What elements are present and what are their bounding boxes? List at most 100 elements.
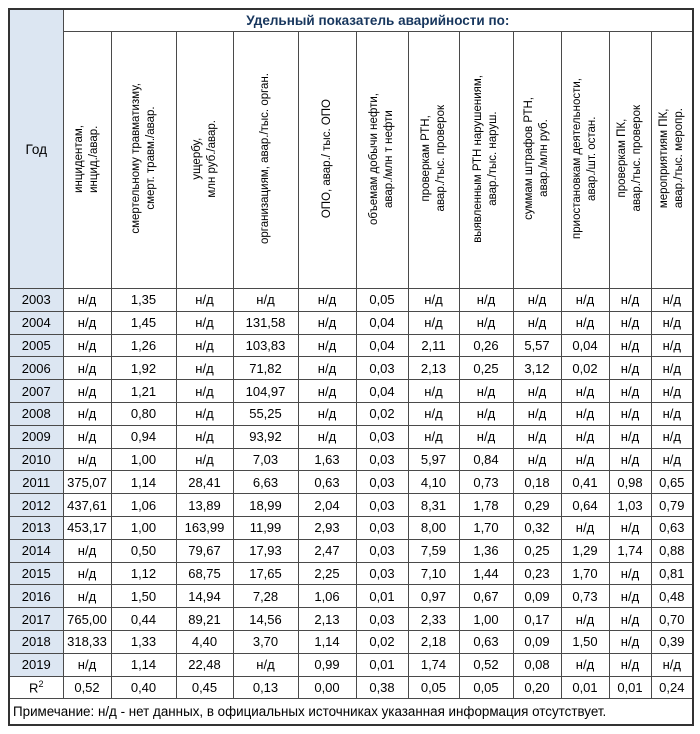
value-cell: н/д: [608, 401, 652, 426]
value-cell: 1,44: [458, 561, 514, 586]
value-cell: 0,64: [560, 493, 610, 517]
value-cell: н/д: [458, 379, 514, 403]
value-cell: 0,02: [560, 356, 610, 381]
value-cell: н/д: [458, 288, 514, 312]
value-cell: н/д: [175, 424, 234, 449]
table-row: 2014 н/д 0,50 79,67 17,93 2,47 0,03 7,59 1,36 0,2…: [8, 538, 694, 563]
value-cell: н/д: [560, 515, 610, 540]
value-cell: н/д: [608, 515, 652, 540]
table-row: 2012 437,61 1,06 13,89 18,99 2,04 0,03 8,31 1,78…: [8, 493, 694, 517]
value-cell: 2,04: [297, 493, 357, 517]
value-cell: 0,41: [560, 470, 610, 495]
value-cell: 0,04: [355, 310, 409, 335]
value-cell: 1,00: [458, 607, 514, 631]
value-cell: н/д: [458, 310, 514, 335]
value-cell: 0,52: [458, 652, 514, 677]
table-row: 2009 н/д 0,94 н/д 93,92 н/д 0,03 н/д н/д н/д н/д н/…: [8, 424, 694, 449]
column-header-text: мероприятиям ПК, авар./тыс. меропр.: [657, 108, 685, 209]
year-cell: 2012: [8, 493, 64, 517]
value-cell: н/д: [560, 447, 610, 472]
column-header-text: ОПО, авар./ тыс. ОПО: [320, 98, 333, 219]
value-cell: н/д: [560, 607, 610, 631]
column-header-text: выявленным РТН нарушениям, авар./тыс. на…: [472, 74, 499, 243]
value-cell: н/д: [407, 310, 460, 335]
value-cell: 0,03: [355, 424, 409, 449]
value-cell: н/д: [560, 652, 610, 677]
value-cell: н/д: [175, 288, 234, 312]
year-cell: 2019: [8, 652, 64, 677]
value-cell: 0,25: [458, 356, 514, 381]
value-cell: н/д: [297, 424, 357, 449]
value-cell: 0,17: [512, 607, 562, 631]
value-cell: 1,00: [110, 447, 177, 472]
year-cell: 2009: [8, 424, 64, 449]
value-cell: 0,01: [608, 675, 652, 700]
column-header-7: проверкам РТН, авар./тыс. проверок: [407, 31, 460, 289]
value-cell: н/д: [407, 401, 460, 426]
value-cell: 163,99: [175, 515, 234, 540]
value-cell: 0,63: [458, 629, 514, 654]
value-cell: н/д: [608, 447, 652, 472]
value-cell: н/д: [650, 310, 694, 335]
value-cell: 0,50: [110, 538, 177, 563]
value-cell: н/д: [650, 356, 694, 381]
value-cell: 2,25: [297, 561, 357, 586]
value-cell: 18,99: [232, 493, 299, 517]
value-cell: 0,98: [608, 470, 652, 495]
value-cell: н/д: [560, 288, 610, 312]
value-cell: 1,50: [110, 584, 177, 609]
value-cell: 0,09: [512, 584, 562, 609]
value-cell: 5,57: [512, 333, 562, 358]
value-cell: н/д: [458, 401, 514, 426]
value-cell: 8,31: [407, 493, 460, 517]
value-cell: 71,82: [232, 356, 299, 381]
value-cell: н/д: [512, 401, 562, 426]
value-cell: н/д: [650, 288, 694, 312]
value-cell: 1,03: [608, 493, 652, 517]
value-cell: 2,93: [297, 515, 357, 540]
value-cell: 1,70: [560, 561, 610, 586]
year-cell: 2004: [8, 310, 64, 335]
value-cell: н/д: [650, 333, 694, 358]
value-cell: 0,84: [458, 447, 514, 472]
column-header-10: приостановкам деятельности, авар./шт. ос…: [560, 31, 610, 289]
column-header-5: ОПО, авар./ тыс. ОПО: [297, 31, 357, 289]
value-cell: н/д: [175, 447, 234, 472]
value-cell: 22,48: [175, 652, 234, 677]
value-cell: 0,67: [458, 584, 514, 609]
value-cell: н/д: [650, 447, 694, 472]
value-cell: 0,09: [512, 629, 562, 654]
year-cell: 2007: [8, 379, 64, 403]
value-cell: 103,83: [232, 333, 299, 358]
value-cell: н/д: [62, 424, 112, 449]
value-cell: н/д: [232, 652, 299, 677]
value-cell: 0,70: [650, 607, 694, 631]
value-cell: 0,81: [650, 561, 694, 586]
value-cell: н/д: [62, 561, 112, 586]
table-row: 2015 н/д 1,12 68,75 17,65 2,25 0,03 7,10 1,44 0,2…: [8, 561, 694, 586]
value-cell: 375,07: [62, 470, 112, 495]
value-cell: 79,67: [175, 538, 234, 563]
value-cell: 4,40: [175, 629, 234, 654]
value-cell: 0,03: [355, 470, 409, 495]
title-row: Год Удельный показатель аварийности по:: [8, 8, 694, 289]
value-cell: н/д: [175, 379, 234, 403]
value-cell: 0,03: [355, 493, 409, 517]
year-cell: 2010: [8, 447, 64, 472]
value-cell: 1,92: [110, 356, 177, 381]
value-cell: 0,05: [458, 675, 514, 700]
value-cell: н/д: [458, 424, 514, 449]
value-cell: н/д: [62, 652, 112, 677]
value-cell: н/д: [62, 356, 112, 381]
value-cell: 437,61: [62, 493, 112, 517]
value-cell: н/д: [608, 424, 652, 449]
column-header-text: приостановкам деятельности, авар./шт. ос…: [571, 78, 598, 239]
column-header-8: выявленным РТН нарушениям, авар./тыс. на…: [458, 31, 514, 289]
value-cell: н/д: [650, 652, 694, 677]
value-cell: 7,59: [407, 538, 460, 563]
value-cell: н/д: [62, 310, 112, 335]
value-cell: н/д: [62, 401, 112, 426]
value-cell: н/д: [512, 310, 562, 335]
value-cell: 1,14: [110, 652, 177, 677]
value-cell: н/д: [608, 584, 652, 609]
